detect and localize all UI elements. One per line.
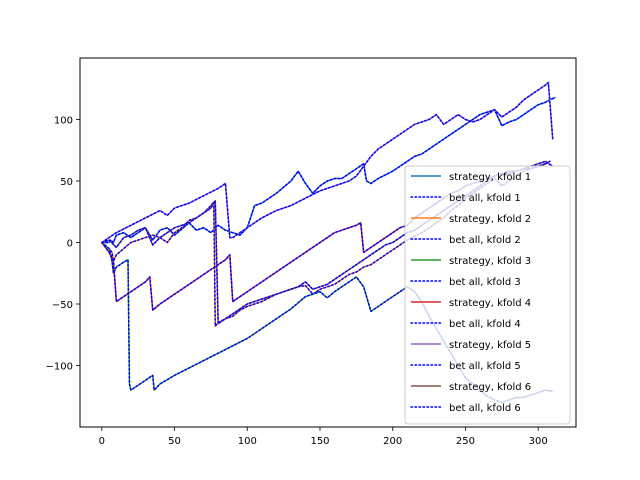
- legend-label-9: strategy, kfold 5: [449, 340, 531, 351]
- legend-label-8: bet all, kfold 4: [449, 319, 521, 330]
- legend-label-7: strategy, kfold 4: [449, 298, 531, 309]
- x-tick-label-2: 100: [238, 436, 257, 447]
- legend-label-4: bet all, kfold 2: [449, 235, 521, 246]
- legend-label-1: strategy, kfold 1: [449, 172, 531, 183]
- legend-box: [404, 165, 571, 425]
- x-tick-label-4: 200: [383, 436, 402, 447]
- legend-label-2: bet all, kfold 1: [449, 193, 521, 204]
- x-tick-label-6: 300: [529, 436, 548, 447]
- x-tick-label-0: 0: [99, 436, 105, 447]
- legend-label-6: bet all, kfold 3: [449, 277, 521, 288]
- legend-label-11: strategy, kfold 6: [449, 382, 531, 393]
- y-tick-label-0: −100: [46, 362, 73, 373]
- series-line-10: [101, 81, 554, 244]
- series-line-6: [101, 241, 554, 404]
- legend-label-10: bet all, kfold 5: [449, 361, 521, 372]
- legend-label-5: strategy, kfold 3: [449, 256, 531, 267]
- x-tick-label-3: 150: [310, 436, 329, 447]
- series-line-2: [101, 96, 557, 244]
- y-tick-label-3: 50: [60, 177, 73, 188]
- y-tick-label-1: −50: [52, 300, 73, 311]
- x-tick-label-1: 50: [168, 436, 181, 447]
- x-tick-label-5: 250: [456, 436, 475, 447]
- y-tick-label-2: 0: [67, 239, 73, 250]
- legend-label-3: strategy, kfold 2: [449, 214, 531, 225]
- y-tick-label-4: 100: [54, 116, 73, 127]
- legend-label-12: bet all, kfold 6: [449, 403, 521, 414]
- ticks-layer: 0 50 100 150 200 250 300 −100 −50 0 50 100: [46, 116, 548, 448]
- legend: strategy, kfold 1 bet all, kfold 1 strateg…: [404, 165, 571, 425]
